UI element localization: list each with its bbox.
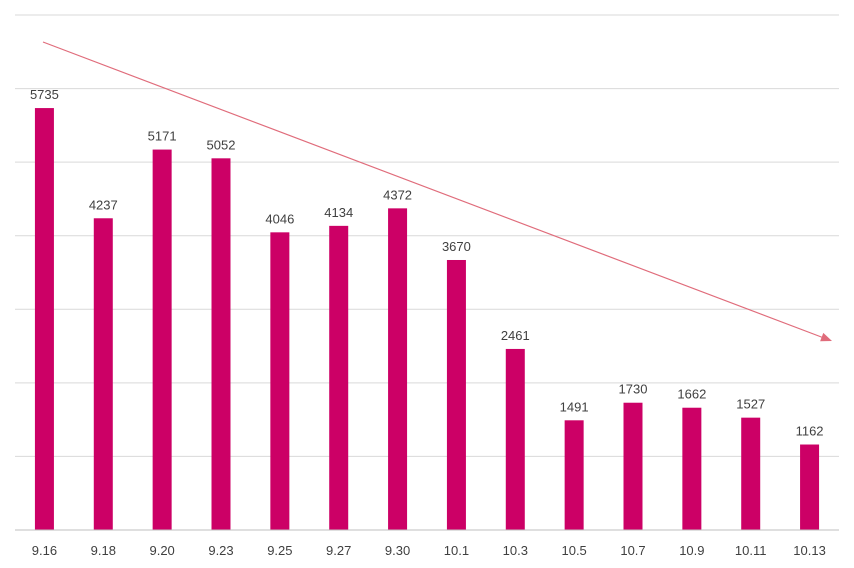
x-tick-label: 10.7 [620, 543, 645, 558]
bar [623, 402, 643, 530]
trend-arrow [42, 41, 832, 342]
bar [152, 149, 172, 531]
data-label: 1162 [796, 424, 824, 439]
x-tick-label: 9.16 [32, 543, 57, 558]
data-label: 5171 [148, 129, 177, 144]
x-tick-label: 9.18 [91, 543, 116, 558]
bar [800, 444, 820, 530]
data-label: 1730 [619, 382, 648, 397]
bar [93, 218, 113, 530]
bar [505, 348, 525, 530]
data-label: 1527 [736, 397, 765, 412]
bar [388, 208, 408, 531]
data-label: 1491 [560, 399, 589, 414]
bar [34, 108, 54, 530]
data-label: 5735 [30, 87, 59, 102]
bar [682, 407, 702, 530]
data-label: 4372 [383, 187, 412, 202]
data-label: 2461 [501, 328, 530, 343]
bars [34, 108, 820, 531]
bar [270, 232, 290, 530]
data-label: 4134 [324, 205, 353, 220]
x-axis-tick-labels: 9.16 9.18 9.20 9.23 9.25 9.27 9.30 10.1 10.3 10.5… [32, 543, 826, 558]
bar [741, 417, 761, 530]
x-tick-label: 10.13 [793, 543, 826, 558]
data-label: 1662 [677, 387, 706, 402]
x-tick-label: 10.11 [735, 543, 767, 558]
data-label: 4046 [265, 211, 294, 226]
x-tick-label: 10.3 [503, 543, 528, 558]
data-labels: 5735 4237 5171 5052 4046 4134 4372 3670 2461 1491… [30, 87, 824, 438]
x-tick-label: 9.27 [326, 543, 351, 558]
bar [446, 259, 466, 530]
data-label: 5052 [207, 137, 236, 152]
x-tick-label: 10.1 [444, 543, 469, 558]
data-label: 4237 [89, 197, 118, 212]
bar [564, 420, 584, 530]
x-tick-label: 10.5 [561, 543, 586, 558]
x-tick-label: 9.25 [267, 543, 292, 558]
x-tick-label: 9.23 [208, 543, 233, 558]
x-tick-label: 9.20 [149, 543, 174, 558]
gridlines [15, 14, 839, 457]
trend-line [42, 41, 825, 339]
bar [329, 225, 349, 530]
bar [211, 158, 231, 530]
data-label: 3670 [442, 239, 471, 254]
x-tick-label: 10.9 [679, 543, 704, 558]
trend-arrowhead [820, 332, 832, 342]
x-tick-label: 9.30 [385, 543, 410, 558]
